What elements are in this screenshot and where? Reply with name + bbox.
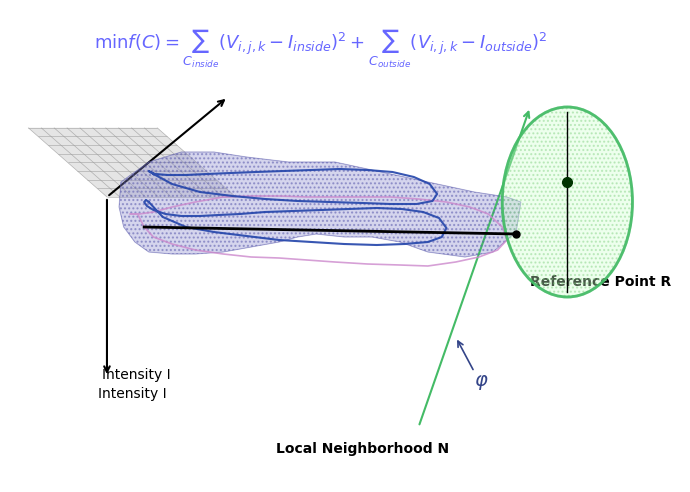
Polygon shape [119, 152, 521, 257]
Ellipse shape [502, 107, 633, 297]
Text: $\min f(C) = \sum_{C_{inside}} (V_{i,j,k} - I_{inside})^2+ \sum_{C_{outside}} (V: $\min f(C) = \sum_{C_{inside}} (V_{i,j,k… [95, 27, 548, 69]
Polygon shape [28, 128, 236, 197]
Text: Local Neighborhood N: Local Neighborhood N [276, 442, 449, 456]
Text: Reference Point R: Reference Point R [530, 275, 671, 289]
Text: $\varphi$: $\varphi$ [474, 372, 489, 392]
Text: Intensity I: Intensity I [102, 368, 171, 382]
Text: Intensity I: Intensity I [98, 387, 166, 401]
